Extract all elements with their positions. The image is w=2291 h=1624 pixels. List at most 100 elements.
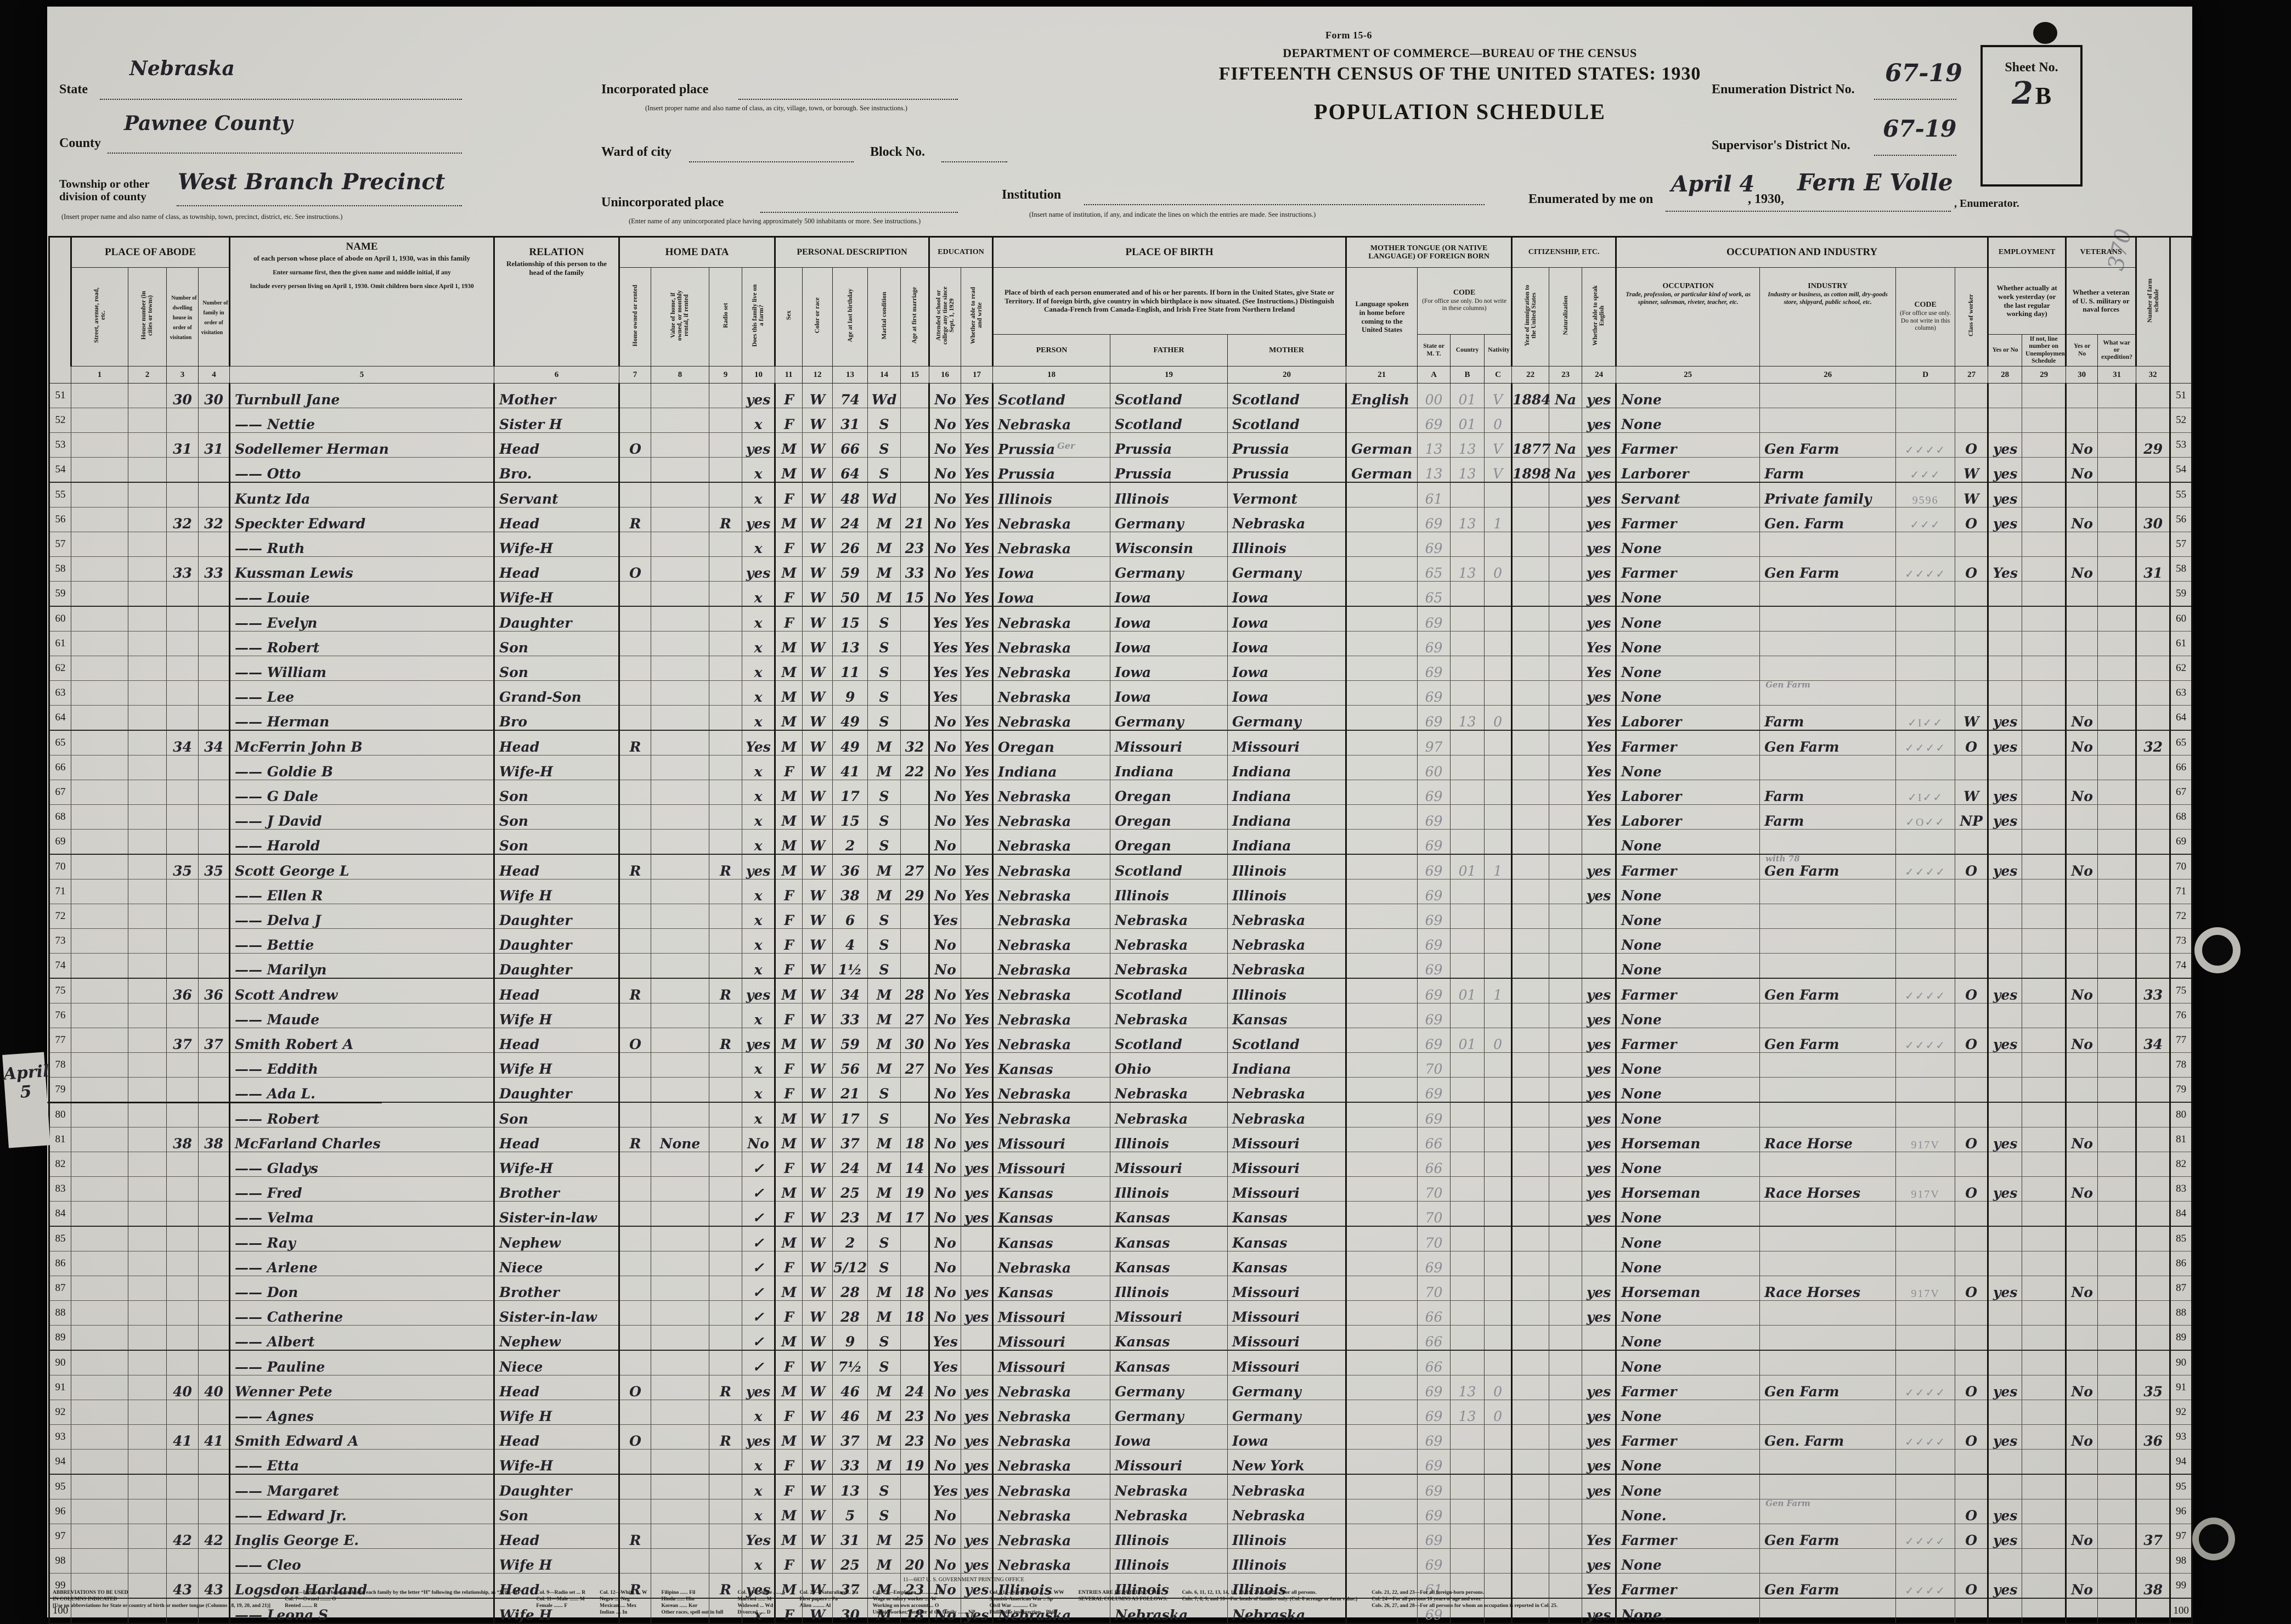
line-number-right: 67: [2169, 780, 2193, 805]
cell-family-number: [198, 1003, 230, 1028]
cell-race: W: [802, 1028, 833, 1053]
cell-class-of-worker: [1955, 532, 1989, 557]
cell-naturalization: [1549, 1300, 1583, 1326]
cell-sex: F: [774, 928, 803, 954]
cell-birthplace-person: Nebraska: [992, 408, 1111, 433]
cell-farm-schedule: 32: [2135, 730, 2171, 755]
cell-code-d: ✓✓✓✓: [1895, 1524, 1956, 1549]
cell-house-number: [128, 928, 167, 954]
cell-read-write: Yes: [961, 755, 994, 780]
cell-naturalization: [1549, 1598, 1583, 1624]
cell-code-c: [1484, 879, 1513, 904]
cell-age-first-marriage: 27: [900, 854, 930, 879]
cell-house-number: [128, 383, 167, 408]
birthplace-person: Nebraska: [998, 1012, 1071, 1028]
cell-home-value: [651, 1003, 710, 1028]
line-number-left: 85: [49, 1226, 71, 1251]
cell-veteran-yesno: [2065, 953, 2098, 979]
cell-immigration-year: [1511, 1499, 1550, 1524]
cell-age: 38: [832, 879, 868, 904]
cell-radio: [709, 804, 743, 830]
cell-school: Yes: [928, 656, 962, 681]
cell-age-first-marriage: 15: [900, 581, 930, 607]
cell-farm: yes: [742, 383, 776, 408]
cell-race: W: [802, 482, 833, 507]
cell-home-owned: O: [618, 432, 652, 458]
sex-label: Sex: [786, 311, 792, 320]
cell-code-b: [1450, 829, 1485, 855]
cell-birthplace-person: Prussia Ger: [992, 432, 1111, 458]
cell-immigration-year: [1511, 1052, 1550, 1078]
cell-code-d: [1895, 879, 1956, 904]
cell-marital: S: [867, 780, 901, 805]
cell-radio: [709, 606, 743, 631]
cell-code-c: [1484, 1226, 1513, 1251]
line-number-right: 75: [2169, 978, 2193, 1003]
cell-code-d: ✓✓✓✓: [1895, 978, 1956, 1003]
cell-farm: x: [742, 482, 776, 507]
cell-birthplace-person: Scotland: [992, 383, 1111, 408]
cell-unemployment-line: [2022, 1375, 2067, 1400]
cell-code-a: 66: [1417, 1350, 1451, 1375]
cell-occupation: None: [1615, 1300, 1760, 1326]
birthplace-person: Nebraska: [998, 1086, 1071, 1102]
cell-immigration-year: [1511, 1251, 1550, 1276]
cell-family-number: 36: [198, 978, 230, 1003]
column-number: 23: [1549, 366, 1583, 384]
cell-age-first-marriage: [900, 1325, 930, 1351]
cell-mother-tongue: [1345, 1127, 1418, 1152]
cell-birthplace-mother: Illinois: [1227, 1548, 1347, 1574]
cell-home-owned: O: [618, 1424, 652, 1450]
cell-class-of-worker: [1955, 1102, 1989, 1127]
cell-naturalization: [1549, 904, 1583, 929]
cell-age: 66: [832, 432, 868, 458]
cell-sex: F: [774, 408, 803, 433]
cell-industry: [1759, 1003, 1897, 1028]
cell-home-owned: [618, 457, 652, 483]
cell-age-first-marriage: 18: [900, 1300, 930, 1326]
industry-pencil-note: Gen Farm: [1765, 1498, 1810, 1508]
cell-birthplace-mother: Kansas: [1227, 1226, 1347, 1251]
cell-age: 28: [832, 1300, 868, 1326]
cell-birthplace-mother: Missouri: [1227, 1300, 1347, 1326]
cell-class-of-worker: O: [1955, 730, 1989, 755]
cell-code-c: [1484, 482, 1513, 507]
table-row: 80 —— Robert Son x M W 17: [49, 1102, 2193, 1127]
name-desc-2: Enter surname first, then the given name…: [273, 269, 451, 276]
cell-veteran-yesno: [2065, 1251, 2098, 1276]
cell-radio: [709, 1524, 743, 1549]
birthplace-person: Indiana: [998, 764, 1057, 780]
column-number: 31: [2097, 366, 2137, 384]
cell-naturalization: Na: [1549, 457, 1583, 483]
cell-veteran-war: [2097, 1201, 2137, 1227]
cell-dwelling-number: [166, 705, 199, 731]
cell-employment-yesno: [1987, 383, 2023, 408]
cell-age: 4: [832, 928, 868, 954]
table-row: 100 —— Leona S Wife H x F W 30: [49, 1598, 2193, 1624]
cell-birthplace-person: Nebraska: [992, 829, 1111, 855]
cell-employment-yesno: [1987, 829, 2023, 855]
cell-relation: Nephew: [493, 1226, 620, 1251]
cell-name: —— Nettie: [229, 408, 495, 433]
cell-class-of-worker: O: [1955, 1375, 1989, 1400]
cell-home-value: [651, 1176, 710, 1202]
cell-birthplace-father: Scotland: [1110, 408, 1228, 433]
cell-sex: M: [774, 1375, 803, 1400]
col-2-header: House number (in cities or towns): [128, 267, 167, 366]
cell-house-number: [128, 1400, 167, 1425]
cell-code-c: [1484, 1325, 1513, 1351]
cell-immigration-year: [1511, 1350, 1550, 1375]
cell-marital: S: [867, 606, 901, 631]
cell-employment-yesno: [1987, 1400, 2023, 1425]
cell-home-owned: [618, 705, 652, 731]
cell-age-first-marriage: [900, 1102, 930, 1127]
cell-veteran-war: [2097, 482, 2137, 507]
cell-school: No: [928, 457, 962, 483]
cell-birthplace-mother: Iowa: [1227, 631, 1347, 656]
cell-code-b: [1450, 1152, 1485, 1177]
cell-speak-english: yes: [1582, 1152, 1617, 1177]
cell-veteran-yesno: [2065, 829, 2098, 855]
cell-farm: x: [742, 631, 776, 656]
table-row: 72 —— Delva J Daughter x F W 6: [49, 904, 2193, 929]
cell-speak-english: [1582, 1350, 1617, 1375]
